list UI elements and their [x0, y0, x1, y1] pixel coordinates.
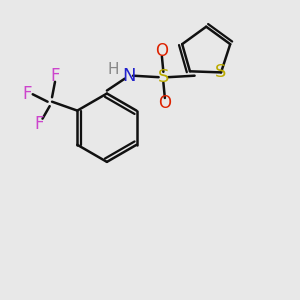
- Text: F: F: [22, 85, 32, 103]
- Text: F: F: [50, 68, 60, 85]
- Text: N: N: [122, 67, 136, 85]
- Text: O: O: [155, 42, 168, 60]
- Text: H: H: [107, 62, 118, 77]
- Text: O: O: [158, 94, 171, 112]
- Text: F: F: [34, 115, 43, 133]
- Text: S: S: [158, 68, 169, 86]
- Text: S: S: [215, 63, 227, 81]
